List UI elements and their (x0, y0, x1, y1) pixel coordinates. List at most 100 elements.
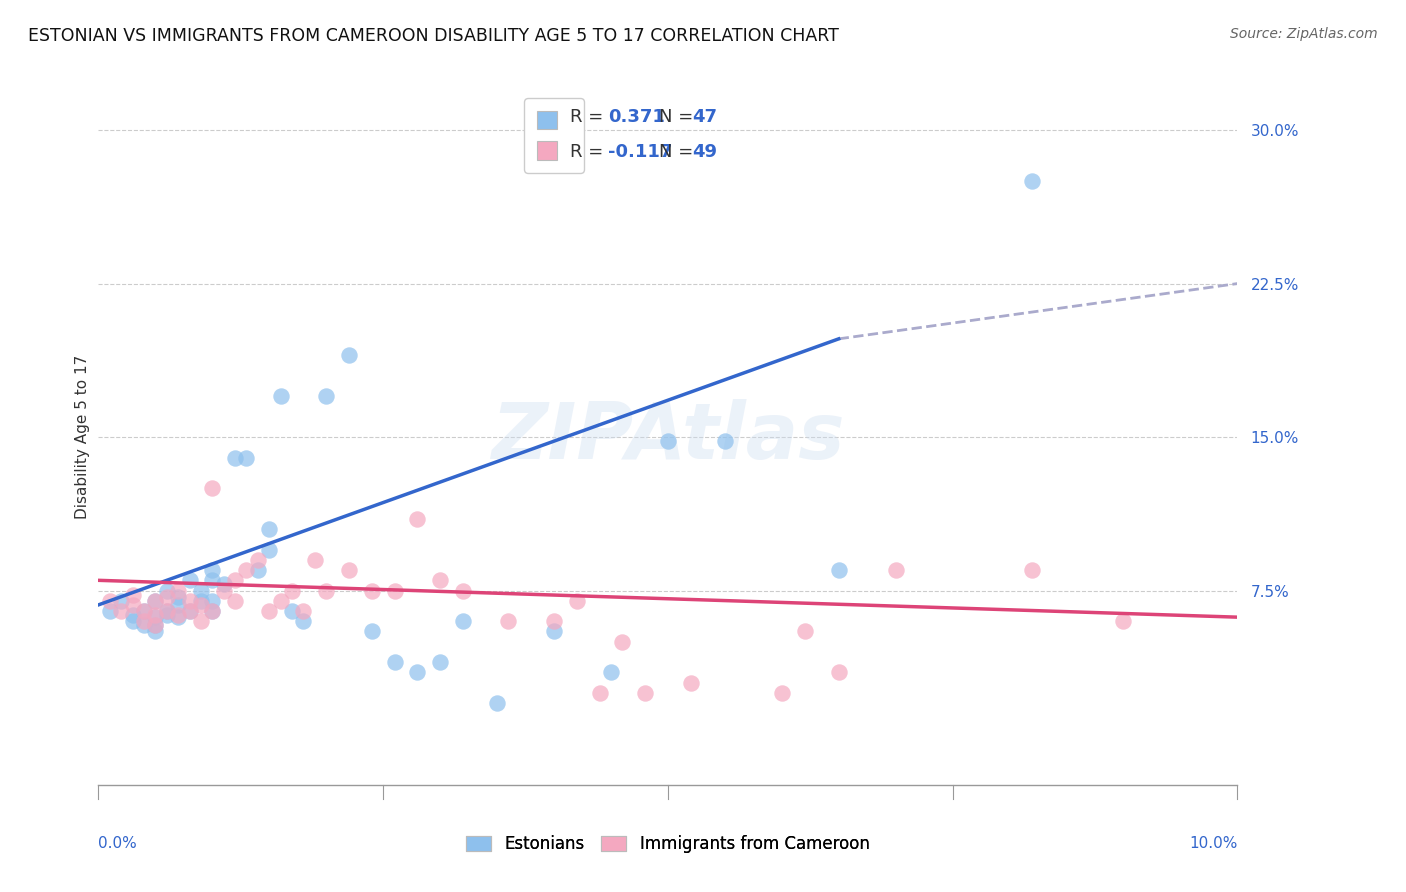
Point (259, 542, 281, 557)
Point (201, 604, 224, 618)
Point (634, 686, 657, 700)
Point (270, 594, 292, 608)
Legend: Estonians, Immigrants from Cameroon: Estonians, Immigrants from Cameroon (460, 829, 876, 860)
Point (498, 614, 520, 628)
Text: 49: 49 (693, 143, 717, 161)
Point (828, 665, 851, 680)
Point (201, 574, 224, 588)
Point (212, 577, 235, 591)
Point (292, 614, 315, 628)
Point (315, 583, 337, 598)
Point (657, 434, 679, 449)
Point (156, 583, 179, 598)
Point (145, 594, 167, 608)
Point (246, 553, 269, 567)
Point (145, 594, 167, 608)
Text: 10.0%: 10.0% (1189, 836, 1237, 851)
Point (156, 604, 179, 618)
Point (406, 665, 429, 680)
Point (588, 686, 610, 700)
Point (201, 604, 224, 618)
Point (315, 389, 337, 403)
Y-axis label: Disability Age 5 to 17: Disability Age 5 to 17 (75, 355, 90, 519)
Point (543, 614, 565, 628)
Point (145, 618, 167, 632)
Point (235, 563, 257, 577)
Point (292, 604, 315, 618)
Point (190, 583, 212, 598)
Point (190, 594, 212, 608)
Point (98, 594, 121, 608)
Point (1112, 614, 1135, 628)
Point (770, 686, 793, 700)
Point (190, 614, 212, 628)
Point (179, 574, 201, 588)
Point (384, 583, 406, 598)
Point (384, 655, 406, 669)
Point (201, 594, 224, 608)
Point (224, 450, 246, 465)
Text: ESTONIAN VS IMMIGRANTS FROM CAMEROON DISABILITY AGE 5 TO 17 CORRELATION CHART: ESTONIAN VS IMMIGRANTS FROM CAMEROON DIS… (28, 27, 839, 45)
Point (543, 624, 565, 639)
Text: N =: N = (659, 143, 699, 161)
Point (167, 598, 190, 612)
Point (132, 604, 155, 618)
Text: N =: N = (659, 108, 699, 126)
Point (121, 614, 143, 628)
Text: 0.0%: 0.0% (98, 836, 138, 851)
Point (201, 481, 224, 495)
Point (156, 590, 179, 604)
Point (190, 598, 212, 612)
Point (167, 590, 190, 604)
Point (304, 553, 326, 567)
Text: 47: 47 (693, 108, 717, 126)
Point (121, 598, 143, 612)
Point (224, 594, 246, 608)
Point (179, 594, 201, 608)
Text: R =: R = (571, 143, 609, 161)
Point (600, 665, 623, 680)
Text: R =: R = (571, 108, 609, 126)
Point (406, 512, 429, 526)
Text: 0.371: 0.371 (609, 108, 665, 126)
Point (360, 624, 382, 639)
Point (145, 618, 167, 632)
Point (121, 608, 143, 623)
Point (679, 675, 702, 690)
Point (884, 563, 907, 577)
Point (793, 624, 815, 639)
Point (828, 563, 851, 577)
Point (714, 434, 737, 449)
Point (121, 588, 143, 602)
Point (612, 634, 634, 648)
Point (337, 348, 360, 362)
Point (281, 583, 304, 598)
Point (179, 604, 201, 618)
Point (565, 594, 588, 608)
Text: ZIPAtlas: ZIPAtlas (491, 399, 845, 475)
Point (270, 389, 292, 403)
Point (281, 604, 304, 618)
Point (145, 624, 167, 639)
Text: Source: ZipAtlas.com: Source: ZipAtlas.com (1230, 27, 1378, 41)
Point (167, 610, 190, 624)
Point (259, 604, 281, 618)
Point (429, 655, 451, 669)
Point (132, 604, 155, 618)
Point (246, 563, 269, 577)
Point (110, 604, 132, 618)
Point (224, 574, 246, 588)
Point (235, 450, 257, 465)
Point (156, 608, 179, 623)
Point (98, 604, 121, 618)
Point (179, 604, 201, 618)
Point (167, 608, 190, 623)
Point (212, 583, 235, 598)
Point (110, 594, 132, 608)
Point (145, 610, 167, 624)
Point (360, 583, 382, 598)
Point (451, 583, 474, 598)
Point (167, 583, 190, 598)
Point (132, 614, 155, 628)
Point (259, 522, 281, 536)
